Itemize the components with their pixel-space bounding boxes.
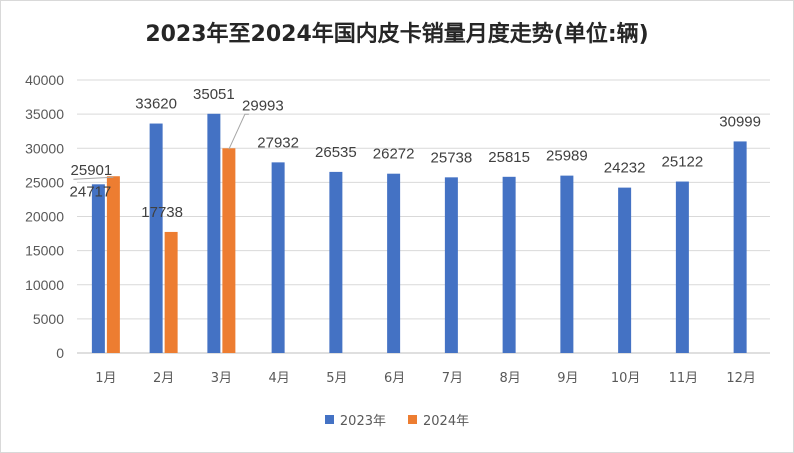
data-label: 33620 bbox=[135, 96, 177, 113]
bar-2023[interactable] bbox=[149, 123, 163, 353]
y-tick-label: 30000 bbox=[25, 140, 64, 156]
leader-line bbox=[73, 176, 114, 180]
legend-item-2024[interactable]: 2024年 bbox=[408, 410, 469, 429]
x-tick-label: 8月 bbox=[499, 371, 520, 386]
bar-2023[interactable] bbox=[560, 175, 574, 353]
x-tick-label: 11月 bbox=[669, 371, 699, 386]
x-tick-label: 9月 bbox=[557, 371, 578, 386]
legend-item-2023[interactable]: 2023年 bbox=[324, 410, 386, 429]
y-tick-label: 40000 bbox=[25, 72, 64, 88]
data-labels: 24717 25901 33620 17738 35051 29993 27932 26535… bbox=[70, 86, 761, 221]
bars bbox=[91, 113, 747, 354]
y-tick-label: 20000 bbox=[25, 209, 64, 225]
y-tick-label: 35000 bbox=[25, 106, 64, 122]
x-tick-label: 2月 bbox=[153, 371, 174, 386]
y-tick-label: 15000 bbox=[25, 243, 64, 259]
data-label: 27932 bbox=[257, 134, 299, 151]
gridlines bbox=[77, 79, 770, 354]
bar-2023[interactable] bbox=[91, 184, 105, 353]
data-label: 25989 bbox=[546, 148, 588, 165]
bar-2023[interactable] bbox=[329, 171, 343, 353]
y-axis: 0 5000 10000 15000 20000 25000 30000 35000 40000 bbox=[25, 72, 64, 361]
bar-2023[interactable] bbox=[618, 187, 632, 353]
x-tick-label: 12月 bbox=[726, 371, 756, 386]
legend: 2023年 2024年 bbox=[0, 410, 794, 429]
leader-line bbox=[228, 113, 249, 150]
data-label: 29993 bbox=[242, 97, 284, 114]
x-axis: 1月 2月 3月 4月 5月 6月 7月 8月 9月 10月 11月 12月 bbox=[95, 371, 756, 386]
data-label: 24232 bbox=[604, 160, 646, 177]
bar-2023[interactable] bbox=[387, 173, 401, 353]
chart-title: 2023年至2024年国内皮卡销量月度走势(单位:辆) bbox=[145, 22, 649, 47]
x-tick-label: 5月 bbox=[326, 371, 347, 386]
data-label: 17738 bbox=[141, 204, 183, 221]
data-label: 25738 bbox=[431, 149, 473, 166]
bar-2023[interactable] bbox=[675, 181, 689, 353]
bar-2023[interactable] bbox=[207, 113, 221, 354]
bar-2023[interactable] bbox=[271, 162, 285, 353]
bar-2024[interactable] bbox=[106, 176, 120, 353]
data-label: 25815 bbox=[488, 149, 530, 166]
y-tick-label: 10000 bbox=[25, 277, 64, 293]
legend-swatch-2024 bbox=[408, 415, 417, 424]
data-label: 25122 bbox=[662, 154, 704, 171]
x-tick-label: 1月 bbox=[95, 371, 116, 386]
leader-lines bbox=[73, 113, 249, 180]
bar-2023[interactable] bbox=[444, 177, 458, 353]
data-label: 26272 bbox=[373, 146, 415, 163]
x-tick-label: 10月 bbox=[611, 371, 641, 386]
bar-2023[interactable] bbox=[733, 141, 747, 353]
x-tick-label: 4月 bbox=[268, 371, 289, 386]
y-tick-label: 0 bbox=[56, 345, 64, 361]
data-label: 26535 bbox=[315, 144, 357, 161]
bar-2024[interactable] bbox=[164, 231, 178, 353]
legend-label-2023: 2023年 bbox=[339, 414, 386, 429]
y-tick-label: 25000 bbox=[25, 174, 64, 190]
legend-label-2024: 2024年 bbox=[423, 414, 470, 429]
data-label: 30999 bbox=[719, 113, 761, 130]
data-label: 25901 bbox=[71, 162, 113, 179]
legend-swatch-2023 bbox=[324, 415, 334, 424]
x-tick-label: 6月 bbox=[384, 371, 405, 386]
y-tick-label: 5000 bbox=[33, 311, 64, 327]
data-label: 35051 bbox=[193, 86, 235, 103]
x-tick-label: 3月 bbox=[211, 371, 232, 386]
bar-2024[interactable] bbox=[222, 148, 236, 353]
data-label: 24717 bbox=[70, 183, 112, 200]
bar-2023[interactable] bbox=[502, 176, 516, 353]
x-tick-label: 7月 bbox=[442, 371, 463, 386]
